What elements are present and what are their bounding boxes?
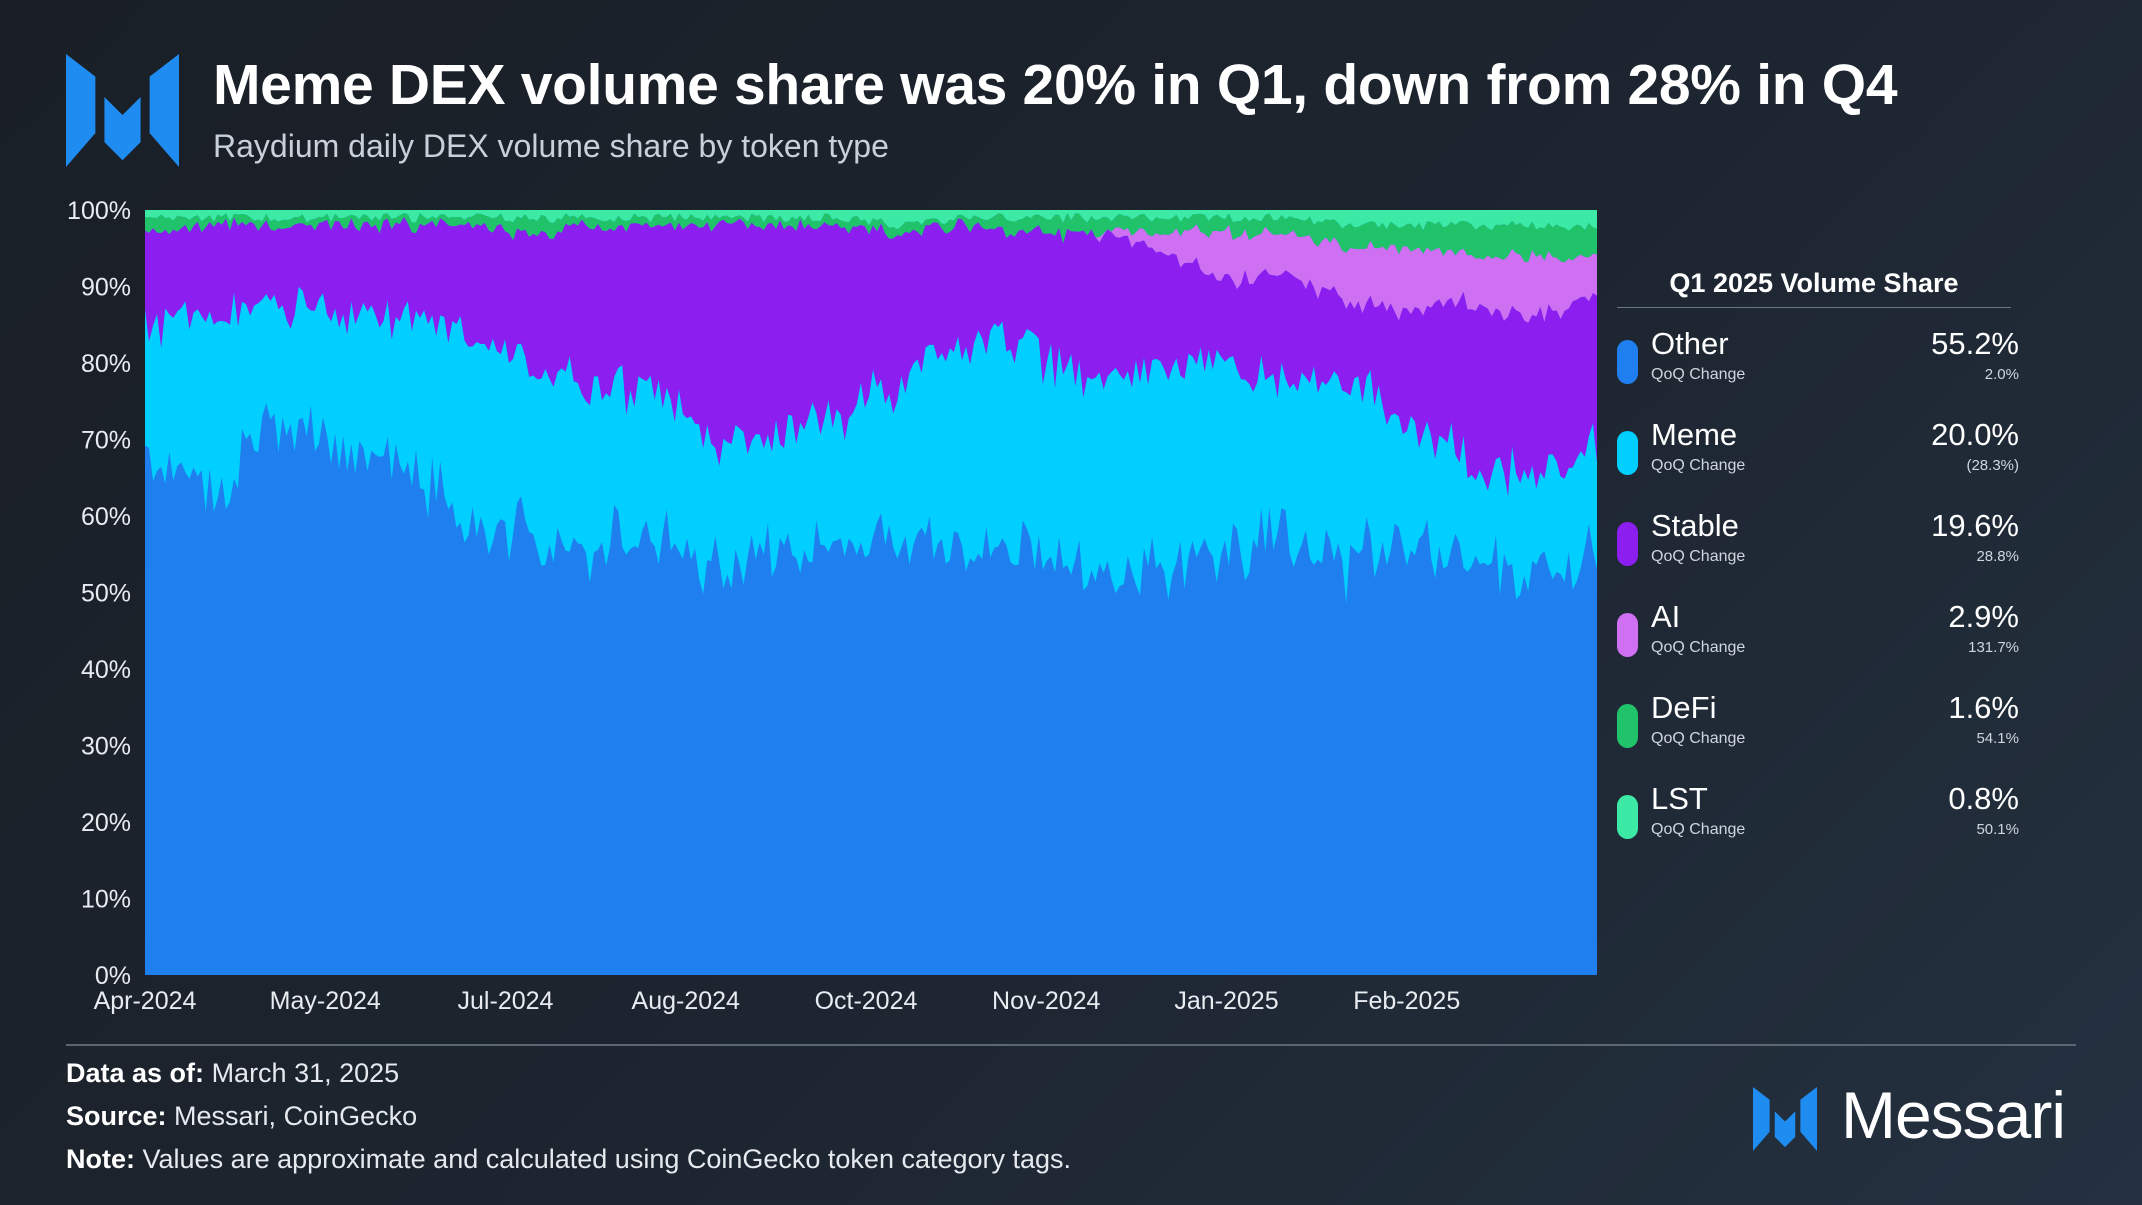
series-area-defi bbox=[145, 213, 1597, 263]
series-area-stable bbox=[145, 216, 1597, 496]
legend-sub-label: QoQ Change bbox=[1651, 821, 1746, 838]
legend-item-stable: Stable QoQ Change 19.6% 28.8% bbox=[1617, 508, 2019, 568]
legend-value: 2.9% bbox=[1948, 599, 2019, 634]
messari-brand-icon bbox=[1753, 1087, 1817, 1151]
chart-subtitle: Raydium daily DEX volume share by token … bbox=[213, 128, 889, 164]
source-label: Source: bbox=[66, 1101, 167, 1131]
x-tick-label: Jan-2025 bbox=[1174, 987, 1278, 1015]
legend-item-meme: Meme QoQ Change 20.0% (28.3%) bbox=[1617, 417, 2019, 477]
y-tick-label: 30% bbox=[81, 733, 131, 761]
data-as-of-value: March 31, 2025 bbox=[211, 1058, 400, 1088]
legend-qoq-change: 54.1% bbox=[1976, 730, 2019, 747]
legend-value: 19.6% bbox=[1931, 508, 2019, 543]
legend-qoq-change: 50.1% bbox=[1976, 821, 2019, 838]
data-as-of-label: Data as of: bbox=[66, 1058, 205, 1088]
legend-sub-label: QoQ Change bbox=[1651, 639, 1746, 656]
footer-note: Note: Values are approximate and calcula… bbox=[66, 1144, 1071, 1175]
legend-swatch bbox=[1617, 795, 1638, 839]
legend-label: DeFi bbox=[1651, 690, 1717, 725]
x-tick-label: Apr-2024 bbox=[94, 987, 197, 1015]
source-value: Messari, CoinGecko bbox=[174, 1101, 418, 1131]
legend-qoq-change: 28.8% bbox=[1976, 548, 2019, 565]
legend-swatch bbox=[1617, 704, 1638, 748]
x-tick-label: Jul-2024 bbox=[458, 987, 554, 1015]
x-tick-label: Feb-2025 bbox=[1353, 987, 1460, 1015]
y-tick-label: 80% bbox=[81, 350, 131, 378]
legend-value: 0.8% bbox=[1948, 781, 2019, 816]
legend-label: LST bbox=[1651, 781, 1708, 816]
y-tick-label: 100% bbox=[67, 197, 131, 225]
legend-qoq-change: 2.0% bbox=[1984, 366, 2019, 383]
legend-qoq-change: 131.7% bbox=[1968, 639, 2019, 656]
y-tick-label: 70% bbox=[81, 427, 131, 455]
y-tick-label: 60% bbox=[81, 503, 131, 531]
series-area-lst bbox=[145, 210, 1597, 231]
legend-item-defi: DeFi QoQ Change 1.6% 54.1% bbox=[1617, 690, 2019, 750]
legend-label: Meme bbox=[1651, 417, 1738, 452]
y-tick-label: 10% bbox=[81, 886, 131, 914]
footer-divider bbox=[66, 1044, 1076, 1046]
legend-swatch bbox=[1617, 522, 1638, 566]
legend-label: AI bbox=[1651, 599, 1681, 634]
legend-item-lst: LST QoQ Change 0.8% 50.1% bbox=[1617, 781, 2019, 841]
legend-sub-label: QoQ Change bbox=[1651, 457, 1746, 474]
chart-title: Meme DEX volume share was 20% in Q1, dow… bbox=[213, 53, 1898, 117]
legend-swatch bbox=[1617, 340, 1638, 384]
series-area-ai bbox=[145, 216, 1597, 323]
legend-qoq-change: (28.3%) bbox=[1966, 457, 2019, 474]
note-value: Values are approximate and calculated us… bbox=[142, 1144, 1072, 1174]
messari-logo-icon bbox=[66, 54, 179, 167]
series-area-meme bbox=[145, 286, 1597, 604]
legend-swatch bbox=[1617, 431, 1638, 475]
y-tick-label: 40% bbox=[81, 656, 131, 684]
note-label: Note: bbox=[66, 1144, 135, 1174]
x-tick-label: Aug-2024 bbox=[632, 987, 741, 1015]
y-tick-label: 90% bbox=[81, 274, 131, 302]
footer-data-as-of: Data as of: March 31, 2025 bbox=[66, 1058, 399, 1089]
legend-label: Stable bbox=[1651, 508, 1739, 543]
legend-sub-label: QoQ Change bbox=[1651, 366, 1746, 383]
series-area-other bbox=[145, 403, 1597, 975]
area-chart: 100% 90% 80% 70% 60% 50% 40% 30% 20% 10% 0%Apr-202… bbox=[67, 197, 1597, 1015]
legend-value: 55.2% bbox=[1931, 326, 2019, 361]
footer-divider-right bbox=[1076, 1044, 2076, 1046]
legend-sub-label: QoQ Change bbox=[1651, 548, 1746, 565]
legend-sub-label: QoQ Change bbox=[1651, 730, 1746, 747]
x-tick-label: Oct-2024 bbox=[815, 987, 918, 1015]
legend-title: Q1 2025 Volume Share bbox=[1617, 268, 2011, 308]
y-tick-label: 20% bbox=[81, 809, 131, 837]
x-tick-label: May-2024 bbox=[270, 987, 381, 1015]
legend-value: 20.0% bbox=[1931, 417, 2019, 452]
y-tick-label: 50% bbox=[81, 580, 131, 608]
legend-swatch bbox=[1617, 613, 1638, 657]
footer-source: Source: Messari, CoinGecko bbox=[66, 1101, 417, 1132]
legend-item-other: Other QoQ Change 55.2% 2.0% bbox=[1617, 326, 2019, 386]
y-tick-label: 0% bbox=[95, 962, 131, 990]
legend-label: Other bbox=[1651, 326, 1729, 361]
legend: Q1 2025 Volume Share Other QoQ Change 55.2… bbox=[1617, 268, 2019, 839]
brand-name: Messari bbox=[1841, 1078, 2066, 1152]
legend-item-ai: AI QoQ Change 2.9% 131.7% bbox=[1617, 599, 2019, 659]
x-tick-label: Nov-2024 bbox=[992, 987, 1100, 1015]
legend-value: 1.6% bbox=[1948, 690, 2019, 725]
